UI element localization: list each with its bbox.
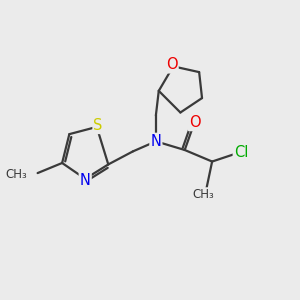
Text: S: S [94, 118, 103, 133]
Text: Cl: Cl [234, 146, 248, 160]
Text: N: N [80, 173, 91, 188]
Text: O: O [166, 57, 178, 72]
Text: O: O [189, 115, 201, 130]
Text: CH₃: CH₃ [193, 188, 214, 201]
Text: CH₃: CH₃ [6, 168, 28, 181]
Text: N: N [150, 134, 161, 149]
